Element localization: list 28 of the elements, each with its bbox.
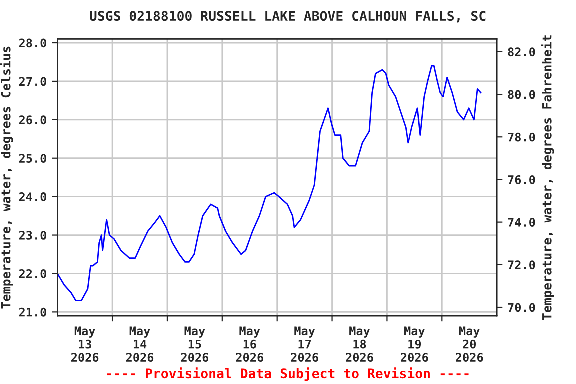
y2-tick-label: 76.0 [508, 175, 536, 184]
x-tick-label: May 18 2026 [346, 326, 374, 362]
y-tick-label: 27.0 [19, 77, 46, 86]
line-series [58, 65, 482, 302]
y-tick-label: 22.0 [19, 269, 46, 278]
y2-axis-title: Temperature, water, degrees Fahrenheit [541, 36, 554, 320]
y-tick-label: 21.0 [19, 308, 46, 317]
text: ---- Provisional Data Subject to Revision ---- [107, 368, 469, 382]
y2-tick-label: 78.0 [508, 132, 536, 142]
y-tick-label: 25.0 [19, 154, 46, 164]
y-tick-label: 24.0 [19, 192, 46, 202]
y2-tick-label: 74.0 [508, 218, 536, 227]
y2-tick-label: 82.0 [508, 48, 536, 57]
y-axis-title: Temperature, water, degrees Celsius [0, 46, 14, 309]
x-tick-label: May 16 2026 [236, 326, 264, 362]
x-tick-label: May 19 2026 [401, 326, 428, 362]
y-tick-label: 26.0 [19, 116, 46, 125]
y-tick-label: 28.0 [19, 38, 46, 48]
x-tick-label: May 17 2026 [291, 326, 318, 362]
chart-title: USGS 02188100 RUSSELL LAKE ABOVE CALHOUN FALLS, SC [90, 11, 486, 23]
x-tick-label: May 13 2026 [72, 326, 99, 362]
x-tick-label: May 14 2026 [126, 326, 154, 362]
y2-tick-label: 72.0 [508, 260, 536, 270]
x-tick-label: May 20 2026 [456, 326, 484, 362]
y2-tick-label: 70.0 [508, 303, 536, 312]
y2-tick-label: 80.0 [508, 90, 536, 100]
x-tick-label: May 15 2026 [181, 326, 209, 362]
y-tick-label: 23.0 [19, 231, 46, 240]
